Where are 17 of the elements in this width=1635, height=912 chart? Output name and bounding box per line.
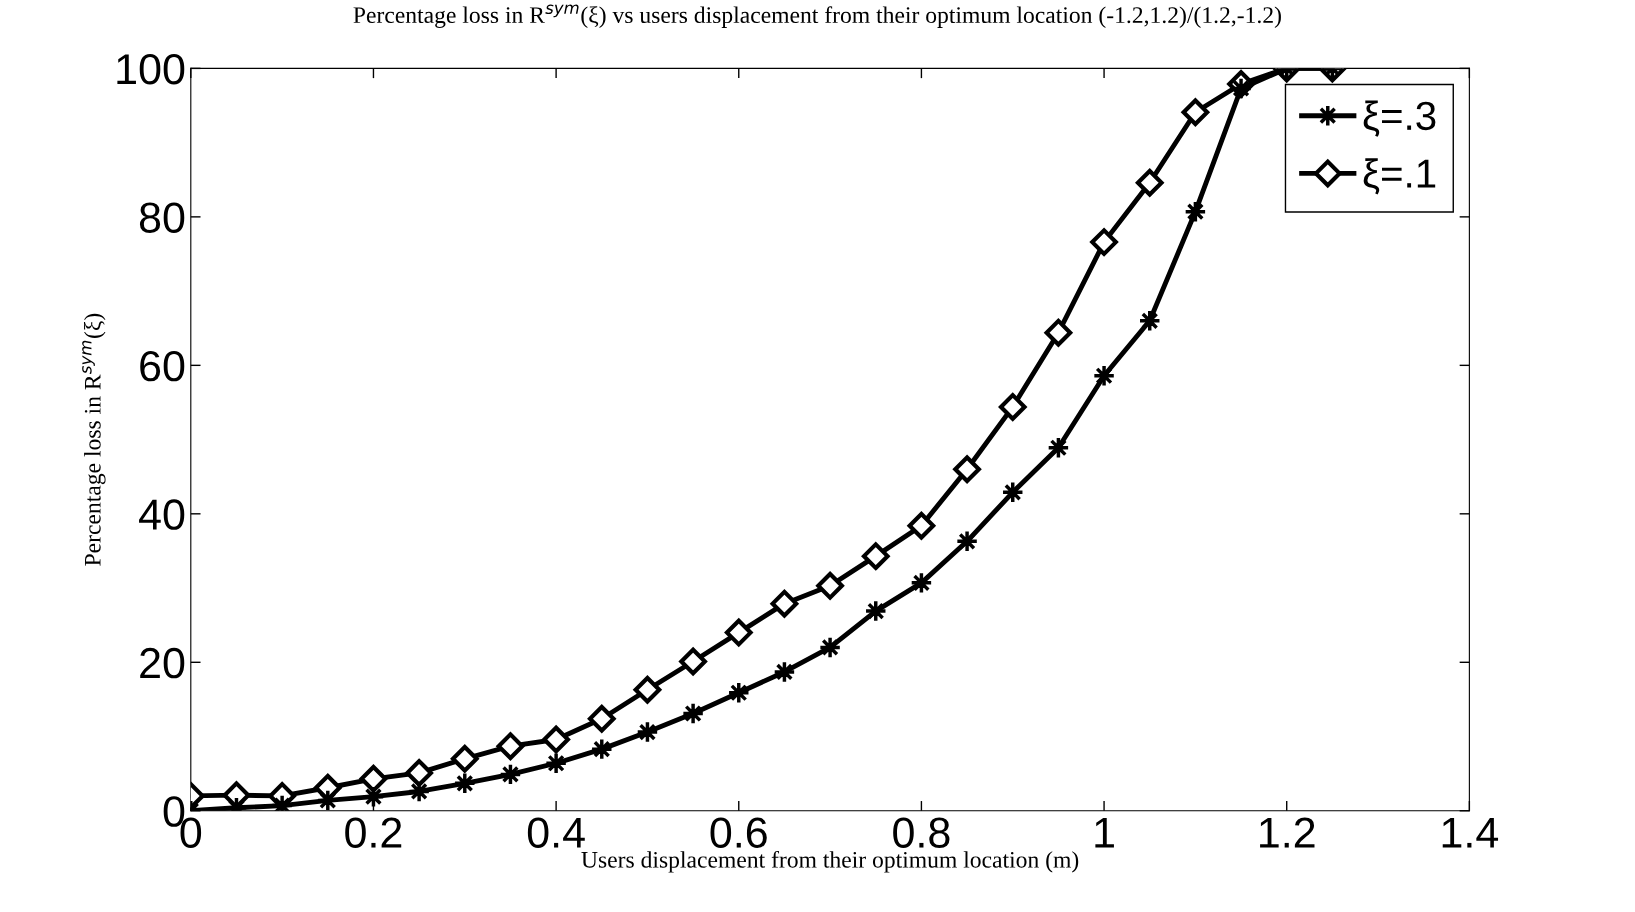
x-tick-label: 0.8 — [893, 817, 950, 848]
y-tick-label: 60 — [140, 350, 185, 382]
x-tick-label: 0.6 — [710, 817, 767, 848]
y-axis-title: Percentage loss in R$^{sym}$(ξ) — [82, 313, 106, 566]
y-tick-label: 80 — [139, 202, 185, 233]
y-tick-label: 40 — [139, 499, 185, 530]
x-axis-title: Users displacement from their optimum location (m) — [581, 850, 1079, 873]
chart-title: Percentage loss in R$^{sym}$(ξ) vs users displacement from their optimum location (-1.2,1.2)/(1.2,-1.2) — [353, 4, 1281, 28]
x-tick-label: 1.4 — [1442, 817, 1499, 848]
legend-label: ξ=.3 — [1363, 100, 1436, 137]
x-tick-label: 1.2 — [1260, 817, 1315, 848]
x-tick-label: 0.4 — [527, 817, 585, 848]
legend-label: ξ=.1 — [1363, 158, 1436, 195]
y-tick-label: 20 — [140, 647, 185, 679]
x-tick-label: 1 — [1095, 817, 1114, 848]
y-tick-label: 100 — [117, 53, 185, 85]
x-tick-label: 0.2 — [345, 817, 402, 848]
